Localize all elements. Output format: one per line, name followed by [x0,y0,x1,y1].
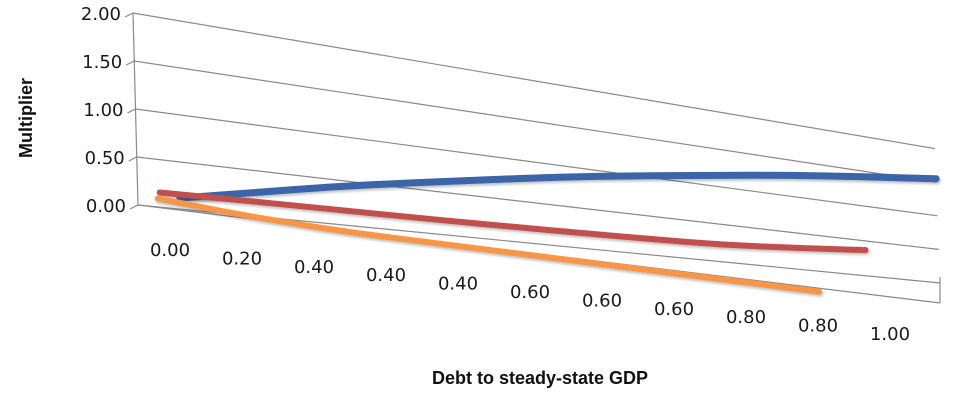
x-tick-label: 0.60 [654,299,694,320]
x-tick-label: 0.60 [510,282,550,303]
y-tick-label: 1.50 [82,52,122,73]
series-line-1 [176,171,940,202]
y-tick-label: 0.00 [86,196,126,217]
x-tick-label: 0.40 [294,257,334,278]
y-tick-label: 0.50 [85,148,125,169]
x-tick-label: 1.00 [870,324,910,345]
y-tick-label: 1.00 [83,100,123,121]
gridline [124,12,936,150]
y-tick-label: 2.00 [81,4,121,25]
x-tick-label: 0.40 [366,265,406,286]
x-tick-label: 0.80 [726,307,766,328]
x-tick-label: 0.60 [582,290,622,311]
x-tick-label: 0.20 [222,248,262,269]
x-axis-title: Debt to steady-state GDP [432,368,648,388]
y-axis-title: Multiplier [16,78,36,158]
gridline [129,204,941,284]
gridline [128,156,939,250]
gridline [127,108,938,217]
gridline [125,60,937,183]
series-line-3 [154,195,823,295]
x-axis-ticks: 0.00 0.20 0.40 0.40 0.40 0.60 0.60 0.60 0.80 0.80… [150,240,910,345]
x-tick-label: 0.80 [798,316,838,337]
x-tick-label: 0.40 [438,274,478,295]
gridlines [124,12,941,284]
series-line-2 [156,189,869,254]
series-lines [154,171,940,295]
y-axis-ticks: 0.00 0.50 1.00 1.50 2.00 [81,4,126,217]
x-tick-label: 0.00 [150,240,190,261]
